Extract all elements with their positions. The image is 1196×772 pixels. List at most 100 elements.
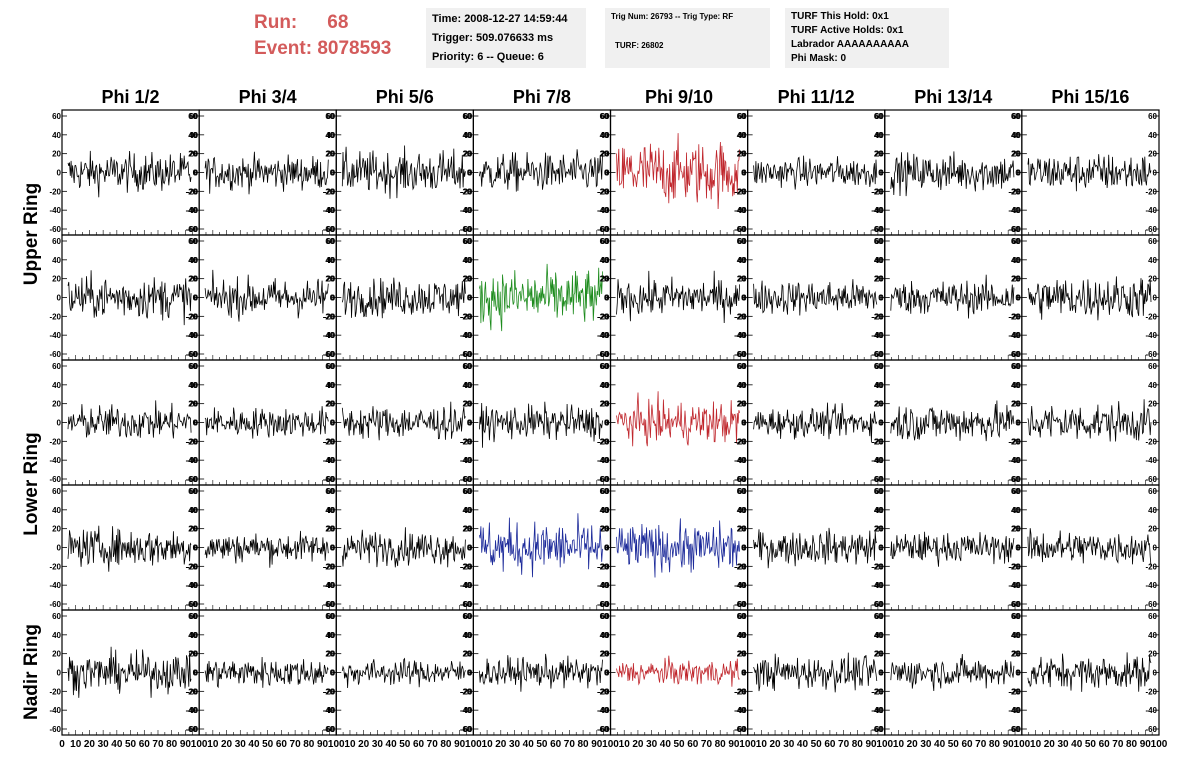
y-tick-label: 20 (737, 650, 746, 659)
y-tick-label: 60 (875, 237, 884, 246)
y-tick-label: 20 (326, 650, 335, 659)
y-tick-label: 40 (737, 506, 746, 515)
y-tick-label: 0 (1015, 419, 1020, 428)
y-tick-label: -60 (461, 350, 473, 359)
x-tick-label: 50 (399, 739, 411, 750)
x-tick-label: 30 (372, 739, 384, 750)
turf-active-holds-text: TURF Active Holds: 0x1 (791, 25, 904, 36)
y-tick-label: 20 (738, 650, 747, 659)
y-tick-label: 40 (188, 256, 197, 265)
x-tick-label: 70 (701, 739, 713, 750)
y-tick-label: 40 (189, 506, 198, 515)
y-tick-label: 40 (600, 256, 609, 265)
y-tick-label: 40 (1012, 506, 1021, 515)
y-tick-label: 60 (463, 112, 472, 121)
x-tick-label: 60 (413, 739, 425, 750)
y-tick-label: -40 (871, 206, 883, 215)
y-tick-label: 60 (737, 237, 746, 246)
y-tick-label: -40 (734, 456, 746, 465)
waveform-trace (479, 149, 603, 192)
column-title: Phi 13/14 (914, 87, 993, 107)
x-tick-label: 50 (674, 739, 686, 750)
y-tick-label: -20 (597, 562, 609, 571)
y-tick-label: 0 (1016, 669, 1021, 678)
y-tick-label: -40 (1145, 581, 1157, 590)
waveform-panel: -60 -60 -40 -40 -20 -20 0 0 20 20 40 40 60 60 (872, 234, 1023, 361)
y-tick-label: 60 (462, 487, 471, 496)
y-tick-label: 60 (1148, 362, 1157, 371)
waveform-panel: -60 -60 -40 -40 -20 -20 0 0 20 20 40 40 60 60 (187, 609, 337, 736)
y-tick-label: -60 (323, 225, 335, 234)
x-tick-label: 100 (739, 739, 756, 750)
y-tick-label: -40 (872, 206, 884, 215)
y-tick-label: 0 (330, 544, 335, 553)
y-tick-label: -20 (1009, 312, 1021, 321)
y-tick-label: 60 (875, 112, 884, 121)
y-tick-label: 60 (1011, 612, 1020, 621)
y-tick-label: -40 (1008, 706, 1020, 715)
y-tick-label: -60 (1009, 225, 1021, 234)
y-tick-label: -40 (460, 706, 472, 715)
waveform-trace (67, 270, 192, 326)
x-tick-label: 50 (536, 739, 548, 750)
x-tick-label: 80 (1126, 739, 1138, 750)
waveform-trace (67, 150, 192, 198)
y-tick-label: 0 (879, 169, 884, 178)
y-tick-label: 40 (1012, 381, 1021, 390)
y-tick-label: 0 (467, 294, 472, 303)
y-tick-label: 40 (462, 631, 471, 640)
x-tick-label: 60 (139, 739, 151, 750)
y-tick-label: 0 (1153, 169, 1158, 178)
y-tick-label: 0 (604, 419, 609, 428)
waveform-trace (204, 151, 329, 195)
y-tick-label: 20 (875, 525, 884, 534)
y-tick-label: -40 (872, 581, 884, 590)
y-tick-label: 60 (874, 487, 883, 496)
panel-frame (198, 359, 337, 486)
y-tick-label: 40 (601, 131, 610, 140)
y-tick-label: 20 (325, 275, 334, 284)
run-value: 68 (327, 12, 349, 33)
y-tick-label: 40 (326, 631, 335, 640)
y-tick-label: -40 (735, 331, 747, 340)
waveform-trace (1027, 528, 1152, 567)
waveform-panel: -60 -60 -40 -40 -20 -20 0 0 20 20 40 40 60 60 (1009, 484, 1160, 611)
y-tick-label: 20 (600, 275, 609, 284)
y-tick-label: -20 (735, 312, 747, 321)
y-tick-label: 20 (463, 525, 472, 534)
x-tick-label: 20 (84, 739, 96, 750)
y-tick-label: -60 (871, 225, 883, 234)
x-tick-label: 30 (646, 739, 658, 750)
waveform-panel: -60 -60 -40 -40 -20 -20 0 0 20 20 40 40 60 60 (324, 484, 474, 611)
y-tick-label: -60 (460, 350, 472, 359)
y-tick-label: -60 (1008, 350, 1020, 359)
y-tick-label: -60 (872, 350, 884, 359)
y-tick-label: 40 (738, 631, 747, 640)
y-tick-label: 20 (875, 150, 884, 159)
y-tick-label: 60 (874, 112, 883, 121)
y-tick-label: -40 (1009, 581, 1021, 590)
y-tick-label: -60 (597, 725, 609, 734)
y-tick-label: -60 (461, 725, 473, 734)
x-tick-label: 30 (98, 739, 110, 750)
y-tick-label: 20 (52, 525, 61, 534)
y-tick-label: 60 (737, 112, 746, 121)
y-tick-label: 40 (326, 381, 335, 390)
y-tick-label: -60 (323, 600, 335, 609)
y-tick-label: 40 (325, 506, 334, 515)
column-title: Phi 3/4 (238, 87, 297, 107)
waveform-panel: -60 -60 -40 -40 -20 -20 0 0 20 20 40 40 60 60 (735, 359, 886, 486)
y-tick-label: 20 (874, 650, 883, 659)
waveform-trace (67, 400, 192, 439)
y-tick-label: -60 (49, 725, 61, 734)
y-tick-label: 60 (189, 112, 198, 121)
y-tick-label: 40 (1011, 506, 1020, 515)
y-tick-label: -20 (187, 312, 199, 321)
y-tick-label: 0 (604, 544, 609, 553)
y-tick-label: 0 (1015, 169, 1020, 178)
y-tick-label: 0 (741, 419, 746, 428)
waveform-trace (479, 653, 603, 692)
y-tick-label: 60 (875, 612, 884, 621)
y-tick-label: 60 (1148, 487, 1157, 496)
waveform-trace (204, 406, 329, 439)
